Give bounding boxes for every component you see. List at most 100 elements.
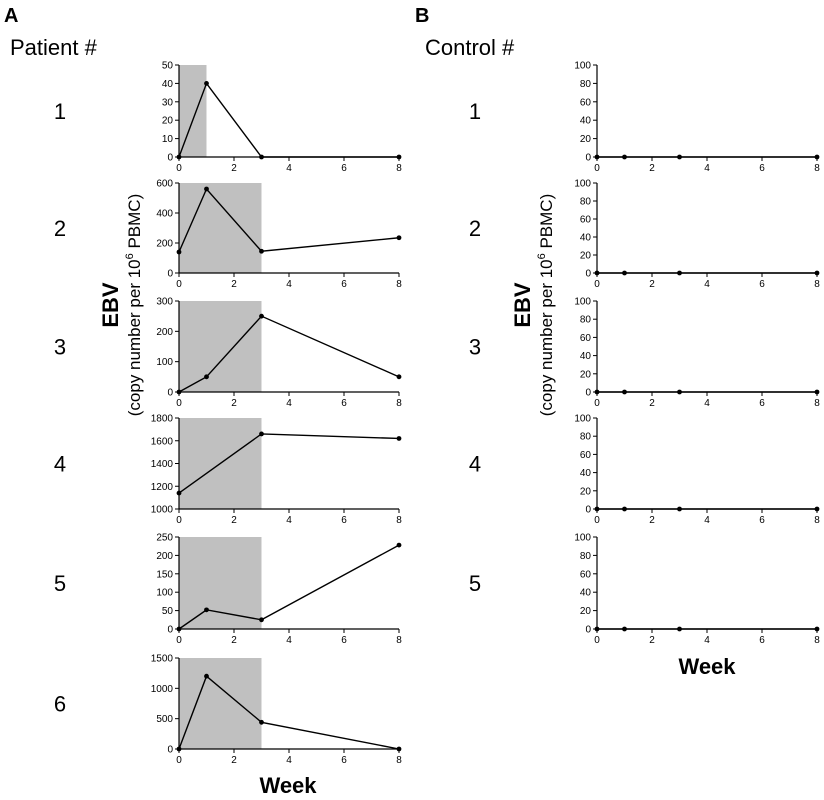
data-point-b-2-0	[594, 270, 600, 276]
data-point-b-4-0	[594, 506, 600, 512]
data-point-a-1-2	[259, 154, 264, 160]
y-tick-label-b-2-0: 0	[585, 269, 591, 280]
data-point-a-2-1	[204, 186, 209, 192]
y-tick-label-a-1-50: 50	[162, 61, 174, 72]
data-point-a-3-0	[176, 389, 182, 395]
subplot-b-1: 1 0 20 40 60 80 100 0 2 4 6 8	[469, 61, 820, 175]
data-point-b-5-2	[677, 626, 682, 632]
y-tick-label-a-1-10: 10	[162, 134, 174, 145]
data-point-b-4-3	[814, 506, 820, 512]
y-tick-label-b-4-80: 80	[580, 432, 592, 443]
y-tick-label-a-1-20: 20	[162, 116, 174, 127]
data-point-a-6-1	[204, 673, 209, 679]
data-point-a-1-1	[204, 81, 209, 86]
x-tick-label-a-2-8: 8	[396, 279, 402, 290]
x-tick-label-b-2-2: 2	[649, 279, 655, 290]
panel-letter-b: B	[415, 5, 429, 27]
x-tick-label-b-2-8: 8	[814, 279, 820, 290]
y-tick-label-b-2-100: 100	[574, 179, 591, 190]
y-tick-label-b-1-0: 0	[585, 153, 591, 164]
y-tick-label-a-5-150: 150	[156, 569, 173, 580]
x-tick-label-b-1-6: 6	[759, 163, 765, 174]
y-tick-label-b-2-60: 60	[580, 215, 592, 226]
series-line-a-3	[178, 315, 400, 393]
y-tick-label-a-5-200: 200	[156, 551, 173, 562]
x-tick-label-b-3-8: 8	[814, 398, 820, 409]
data-point-b-2-2	[677, 270, 682, 276]
y-tick-label-a-1-0: 0	[167, 153, 173, 164]
y-tick-label-b-5-60: 60	[580, 569, 592, 580]
y-tick-label-a-5-250: 250	[156, 533, 173, 544]
y-tick-label-a-3-0: 0	[167, 388, 173, 399]
y-tick-label-b-1-20: 20	[580, 134, 592, 145]
y-tick-label-b-3-0: 0	[585, 388, 591, 399]
data-point-b-1-3	[814, 154, 820, 160]
data-point-a-3-3	[396, 374, 402, 380]
y-tick-label-b-1-40: 40	[580, 116, 592, 127]
x-tick-label-b-5-2: 2	[649, 635, 655, 646]
row-label-a-6: 6	[54, 692, 66, 717]
row-label-a-5: 5	[54, 571, 66, 596]
y-tick-label-a-4-1800: 1800	[151, 414, 174, 425]
y-tick-label-a-4-1600: 1600	[151, 436, 174, 447]
x-tick-label-b-3-0: 0	[594, 398, 600, 409]
x-tick-label-a-6-6: 6	[341, 755, 347, 766]
y-tick-label-a-4-1400: 1400	[151, 459, 174, 470]
data-point-a-3-1	[204, 374, 209, 380]
data-point-b-1-2	[677, 154, 682, 160]
x-tick-label-a-2-0: 0	[176, 279, 182, 290]
y-tick-label-b-4-40: 40	[580, 468, 592, 479]
y-tick-label-a-5-50: 50	[162, 606, 174, 617]
x-tick-label-a-3-0: 0	[176, 398, 182, 409]
x-tick-label-b-1-2: 2	[649, 163, 655, 174]
x-tick-label-a-1-4: 4	[286, 163, 292, 174]
row-label-b-1: 1	[469, 99, 481, 124]
y-tick-label-a-3-100: 100	[156, 357, 173, 368]
y-axis-title-a: EBV	[98, 282, 123, 328]
series-line-a-1	[178, 81, 399, 158]
y-axis-units-b: (copy number per 106 PBMC)	[536, 194, 556, 417]
data-point-a-5-2	[259, 617, 264, 623]
y-tick-label-a-2-400: 400	[156, 209, 173, 220]
x-tick-label-b-4-4: 4	[704, 515, 710, 526]
data-point-b-2-3	[814, 270, 820, 276]
x-tick-label-a-6-8: 8	[396, 755, 402, 766]
data-point-b-4-1	[622, 506, 627, 512]
x-tick-label-a-2-4: 4	[286, 279, 292, 290]
shaded-region-a-5	[179, 537, 262, 629]
x-tick-label-a-4-0: 0	[176, 515, 182, 526]
y-tick-label-b-5-0: 0	[585, 625, 591, 636]
x-tick-label-b-4-0: 0	[594, 515, 600, 526]
x-tick-label-a-2-6: 6	[341, 279, 347, 290]
subplot-a-6: 6 0 500 1000 1500 0 2 4 6 8	[54, 654, 402, 767]
x-tick-label-b-5-6: 6	[759, 635, 765, 646]
data-point-a-3-2	[259, 313, 264, 319]
y-tick-label-b-5-40: 40	[580, 588, 592, 599]
shaded-region-a-1	[179, 65, 207, 157]
data-point-b-3-2	[677, 389, 682, 395]
y-tick-label-a-6-0: 0	[167, 745, 173, 756]
x-tick-label-a-2-2: 2	[231, 279, 237, 290]
data-point-a-4-0	[176, 490, 182, 496]
data-point-a-5-0	[176, 626, 182, 632]
y-tick-label-b-4-60: 60	[580, 450, 592, 461]
y-tick-label-a-3-300: 300	[156, 297, 173, 308]
x-tick-label-b-2-0: 0	[594, 279, 600, 290]
x-tick-label-a-3-2: 2	[231, 398, 237, 409]
data-point-a-2-0	[176, 249, 182, 255]
y-tick-label-a-1-40: 40	[162, 79, 174, 90]
data-point-a-2-2	[259, 248, 264, 254]
data-point-a-6-2	[259, 719, 264, 725]
shaded-region-a-2	[179, 183, 262, 273]
y-tick-label-a-2-200: 200	[156, 239, 173, 250]
x-tick-label-a-4-4: 4	[286, 515, 292, 526]
x-axis-label-a: Week	[259, 773, 317, 798]
x-axis-label-b: Week	[678, 654, 736, 679]
y-tick-label-b-2-40: 40	[580, 233, 592, 244]
y-tick-label-a-5-100: 100	[156, 588, 173, 599]
data-point-b-3-3	[814, 389, 820, 395]
data-point-a-5-1	[204, 607, 209, 613]
x-tick-label-b-1-4: 4	[704, 163, 710, 174]
